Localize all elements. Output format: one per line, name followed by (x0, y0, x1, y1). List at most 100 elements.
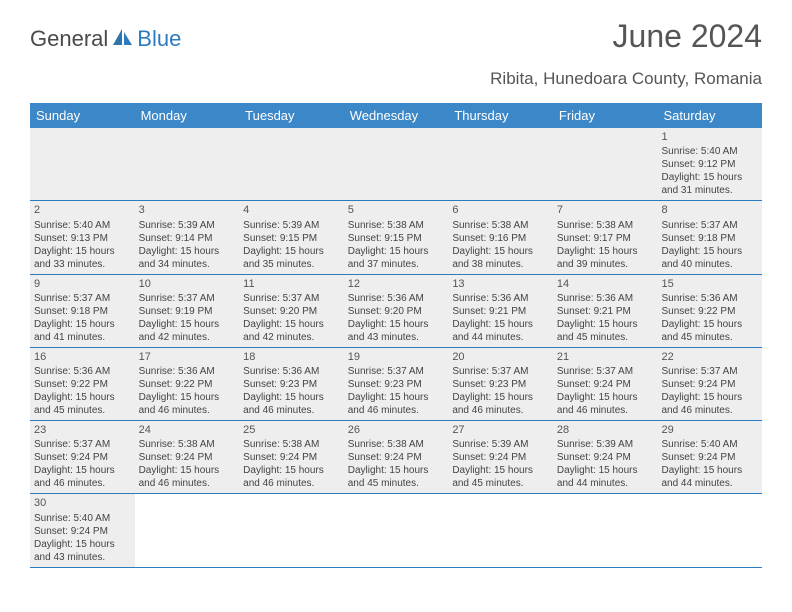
calendar-cell: 29Sunrise: 5:40 AMSunset: 9:24 PMDayligh… (657, 421, 762, 493)
daylight-text: Daylight: 15 hours and 45 minutes. (348, 464, 445, 490)
day-number: 1 (661, 130, 758, 144)
day-header: Wednesday (344, 103, 449, 128)
day-number: 21 (557, 350, 654, 364)
day-header: Thursday (448, 103, 553, 128)
sunrise-text: Sunrise: 5:40 AM (34, 512, 131, 525)
calendar-cell: 20Sunrise: 5:37 AMSunset: 9:23 PMDayligh… (448, 348, 553, 420)
sunset-text: Sunset: 9:22 PM (34, 378, 131, 391)
sunset-text: Sunset: 9:21 PM (452, 305, 549, 318)
calendar-cell: 22Sunrise: 5:37 AMSunset: 9:24 PMDayligh… (657, 348, 762, 420)
calendar-cell (30, 128, 135, 200)
day-number: 14 (557, 277, 654, 291)
sunset-text: Sunset: 9:24 PM (34, 525, 131, 538)
daylight-text: Daylight: 15 hours and 44 minutes. (661, 464, 758, 490)
day-number: 22 (661, 350, 758, 364)
daylight-text: Daylight: 15 hours and 42 minutes. (139, 318, 236, 344)
sunset-text: Sunset: 9:20 PM (348, 305, 445, 318)
calendar-cell: 1Sunrise: 5:40 AMSunset: 9:12 PMDaylight… (657, 128, 762, 200)
sunset-text: Sunset: 9:23 PM (348, 378, 445, 391)
daylight-text: Daylight: 15 hours and 33 minutes. (34, 245, 131, 271)
calendar-cell: 11Sunrise: 5:37 AMSunset: 9:20 PMDayligh… (239, 275, 344, 347)
sunrise-text: Sunrise: 5:39 AM (243, 219, 340, 232)
calendar-row: 1Sunrise: 5:40 AMSunset: 9:12 PMDaylight… (30, 128, 762, 200)
sunset-text: Sunset: 9:23 PM (452, 378, 549, 391)
sunset-text: Sunset: 9:24 PM (661, 378, 758, 391)
sunset-text: Sunset: 9:24 PM (661, 451, 758, 464)
sunrise-text: Sunrise: 5:36 AM (557, 292, 654, 305)
sunrise-text: Sunrise: 5:37 AM (348, 365, 445, 378)
calendar-cell: 8Sunrise: 5:37 AMSunset: 9:18 PMDaylight… (657, 201, 762, 273)
calendar-cell: 10Sunrise: 5:37 AMSunset: 9:19 PMDayligh… (135, 275, 240, 347)
sunrise-text: Sunrise: 5:37 AM (34, 292, 131, 305)
day-number: 10 (139, 277, 236, 291)
daylight-text: Daylight: 15 hours and 45 minutes. (452, 464, 549, 490)
daylight-text: Daylight: 15 hours and 46 minutes. (348, 391, 445, 417)
calendar-cell: 28Sunrise: 5:39 AMSunset: 9:24 PMDayligh… (553, 421, 658, 493)
sunset-text: Sunset: 9:19 PM (139, 305, 236, 318)
calendar-cell: 7Sunrise: 5:38 AMSunset: 9:17 PMDaylight… (553, 201, 658, 273)
daylight-text: Daylight: 15 hours and 45 minutes. (557, 318, 654, 344)
calendar-cell (135, 494, 240, 566)
day-header: Tuesday (239, 103, 344, 128)
daylight-text: Daylight: 15 hours and 34 minutes. (139, 245, 236, 271)
day-number: 12 (348, 277, 445, 291)
sunset-text: Sunset: 9:24 PM (557, 378, 654, 391)
daylight-text: Daylight: 15 hours and 46 minutes. (243, 391, 340, 417)
day-number: 7 (557, 203, 654, 217)
day-header: Friday (553, 103, 658, 128)
sunset-text: Sunset: 9:24 PM (139, 451, 236, 464)
sunrise-text: Sunrise: 5:38 AM (348, 219, 445, 232)
sunset-text: Sunset: 9:15 PM (243, 232, 340, 245)
sunrise-text: Sunrise: 5:39 AM (139, 219, 236, 232)
sunset-text: Sunset: 9:22 PM (661, 305, 758, 318)
sunrise-text: Sunrise: 5:39 AM (557, 438, 654, 451)
daylight-text: Daylight: 15 hours and 41 minutes. (34, 318, 131, 344)
sunrise-text: Sunrise: 5:36 AM (452, 292, 549, 305)
calendar-cell (553, 494, 658, 566)
sunrise-text: Sunrise: 5:38 AM (348, 438, 445, 451)
calendar-cell (553, 128, 658, 200)
sunset-text: Sunset: 9:14 PM (139, 232, 236, 245)
daylight-text: Daylight: 15 hours and 44 minutes. (557, 464, 654, 490)
calendar-cell (657, 494, 762, 566)
calendar-cell: 21Sunrise: 5:37 AMSunset: 9:24 PMDayligh… (553, 348, 658, 420)
sunset-text: Sunset: 9:12 PM (661, 158, 758, 171)
calendar-cell (448, 128, 553, 200)
sunset-text: Sunset: 9:24 PM (557, 451, 654, 464)
sunrise-text: Sunrise: 5:40 AM (661, 438, 758, 451)
calendar-cell: 27Sunrise: 5:39 AMSunset: 9:24 PMDayligh… (448, 421, 553, 493)
calendar-cell: 12Sunrise: 5:36 AMSunset: 9:20 PMDayligh… (344, 275, 449, 347)
sunset-text: Sunset: 9:15 PM (348, 232, 445, 245)
daylight-text: Daylight: 15 hours and 46 minutes. (34, 464, 131, 490)
sunrise-text: Sunrise: 5:38 AM (452, 219, 549, 232)
calendar-cell (448, 494, 553, 566)
sunset-text: Sunset: 9:24 PM (452, 451, 549, 464)
header: General Blue June 2024 Ribita, Hunedoara… (0, 0, 792, 95)
day-number: 30 (34, 496, 131, 510)
sunrise-text: Sunrise: 5:40 AM (34, 219, 131, 232)
calendar-row: 9Sunrise: 5:37 AMSunset: 9:18 PMDaylight… (30, 274, 762, 347)
calendar-cell: 26Sunrise: 5:38 AMSunset: 9:24 PMDayligh… (344, 421, 449, 493)
calendar-header-row: Sunday Monday Tuesday Wednesday Thursday… (30, 103, 762, 128)
sunrise-text: Sunrise: 5:36 AM (661, 292, 758, 305)
logo-text-general: General (30, 26, 108, 52)
day-number: 15 (661, 277, 758, 291)
calendar-cell: 3Sunrise: 5:39 AMSunset: 9:14 PMDaylight… (135, 201, 240, 273)
sunrise-text: Sunrise: 5:39 AM (452, 438, 549, 451)
location-label: Ribita, Hunedoara County, Romania (490, 69, 762, 89)
sunset-text: Sunset: 9:24 PM (34, 451, 131, 464)
calendar-cell: 2Sunrise: 5:40 AMSunset: 9:13 PMDaylight… (30, 201, 135, 273)
calendar-cell (239, 128, 344, 200)
calendar-body: 1Sunrise: 5:40 AMSunset: 9:12 PMDaylight… (30, 128, 762, 567)
calendar-cell: 9Sunrise: 5:37 AMSunset: 9:18 PMDaylight… (30, 275, 135, 347)
sunrise-text: Sunrise: 5:37 AM (34, 438, 131, 451)
logo: General Blue (30, 26, 181, 52)
sunrise-text: Sunrise: 5:40 AM (661, 145, 758, 158)
calendar-cell: 25Sunrise: 5:38 AMSunset: 9:24 PMDayligh… (239, 421, 344, 493)
calendar-cell: 4Sunrise: 5:39 AMSunset: 9:15 PMDaylight… (239, 201, 344, 273)
sunrise-text: Sunrise: 5:38 AM (557, 219, 654, 232)
calendar-row: 2Sunrise: 5:40 AMSunset: 9:13 PMDaylight… (30, 200, 762, 273)
sunrise-text: Sunrise: 5:38 AM (243, 438, 340, 451)
daylight-text: Daylight: 15 hours and 43 minutes. (34, 538, 131, 564)
calendar-cell (135, 128, 240, 200)
